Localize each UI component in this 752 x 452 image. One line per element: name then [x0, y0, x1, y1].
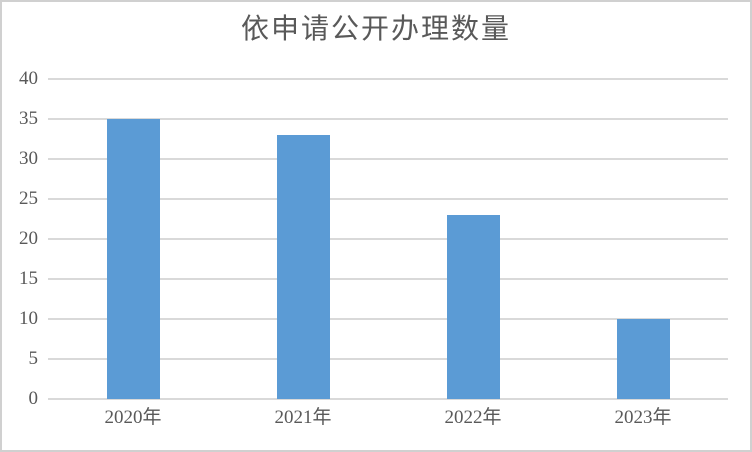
- gridline-40: [48, 78, 728, 80]
- chart-title: 依申请公开办理数量: [240, 14, 511, 45]
- gridline-25: [48, 198, 728, 200]
- bar-2022[interactable]: [447, 215, 500, 399]
- gridline-5: [48, 358, 728, 360]
- y-axis-tick-label-30: 30: [19, 148, 38, 169]
- gridline-30: [48, 158, 728, 160]
- y-axis-tick-label-25: 25: [19, 188, 38, 209]
- gridline-0: [48, 398, 728, 400]
- gridline-20: [48, 238, 728, 240]
- gridline-15: [48, 278, 728, 280]
- gridline-10: [48, 318, 728, 320]
- gridline-35: [48, 118, 728, 120]
- x-axis-tick-label-2023: 2023年: [614, 407, 672, 428]
- y-axis-tick-label-20: 20: [19, 228, 38, 249]
- x-axis-tick-label-2022: 2022年: [444, 407, 502, 428]
- y-axis-tick-label-5: 5: [28, 348, 39, 369]
- bar-2023[interactable]: [617, 319, 670, 399]
- y-axis-tick-label-40: 40: [19, 68, 38, 89]
- bar-2021[interactable]: [277, 135, 330, 399]
- y-axis-tick-label-0: 0: [28, 388, 39, 409]
- bar-2020[interactable]: [107, 119, 160, 399]
- y-axis-tick-label-10: 10: [19, 308, 38, 329]
- x-axis-tick-label-2020: 2020年: [104, 407, 162, 428]
- y-axis-tick-label-15: 15: [19, 268, 38, 289]
- y-axis-tick-label-35: 35: [19, 108, 38, 129]
- x-axis-tick-label-2021: 2021年: [274, 407, 332, 428]
